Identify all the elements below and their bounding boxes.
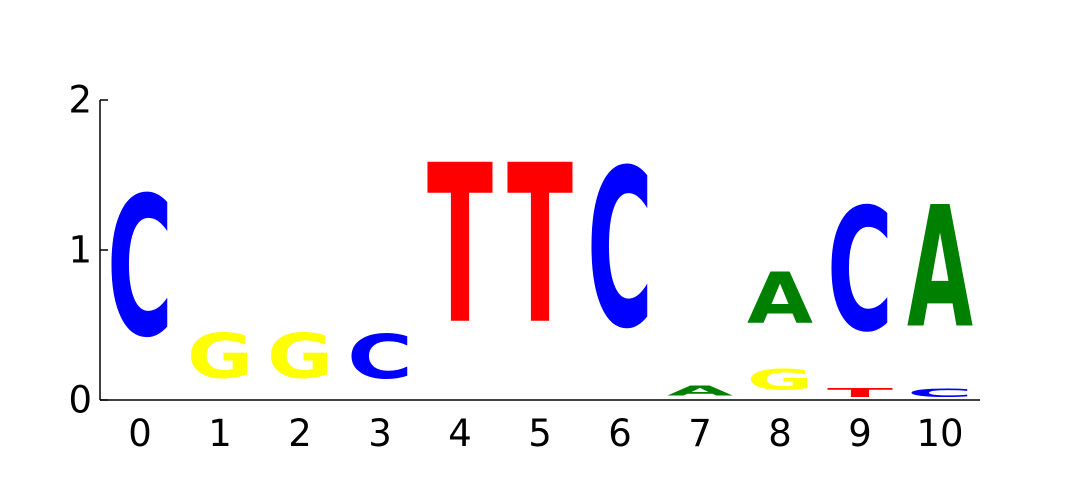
x-tick-label: 2 xyxy=(288,412,312,455)
logo-letter-a-pos-10: A xyxy=(907,172,973,366)
logo-letter-g-pos-1: G xyxy=(187,321,253,392)
y-tick-label: 1 xyxy=(68,229,92,272)
logo-letter-g-pos-8: G xyxy=(747,364,813,397)
x-tick-label: 6 xyxy=(608,412,632,455)
logo-letter-c-pos-6: C xyxy=(587,124,653,378)
logo-letter-t-pos-5: T xyxy=(507,118,573,373)
logo-letter-a-pos-8: A xyxy=(747,258,813,340)
logo-letter-c-pos-9: C xyxy=(827,172,893,369)
x-tick-label: 0 xyxy=(128,412,152,455)
logo-letter-g-pos-2: G xyxy=(267,321,333,392)
x-tick-label: 3 xyxy=(368,412,392,455)
x-tick-label: 9 xyxy=(848,412,872,455)
x-tick-labels: 0 1 2 3 4 5 6 7 8 9 10 xyxy=(128,412,963,455)
logo-letter-c-pos-3: C xyxy=(347,323,413,393)
x-tick-label: 4 xyxy=(448,412,472,455)
y-tick-label: 2 xyxy=(68,79,92,122)
logo-letter-t-pos-9: T xyxy=(827,385,893,400)
axes xyxy=(99,99,980,401)
logo-letter-c-pos-10: C xyxy=(907,387,973,400)
y-tick-labels: 0 1 2 xyxy=(68,79,92,422)
logo-letter-c-pos-0: C xyxy=(107,158,173,381)
x-tick-label: 1 xyxy=(208,412,232,455)
x-tick-label: 5 xyxy=(528,412,552,455)
logo-letter-t-pos-4: T xyxy=(427,118,493,373)
x-tick-label: 8 xyxy=(768,412,792,455)
x-tick-label: 7 xyxy=(688,412,712,455)
y-tick-label: 0 xyxy=(68,379,92,422)
x-tick-label: 10 xyxy=(916,412,963,455)
logo-letter-a-pos-7: A xyxy=(667,384,733,399)
